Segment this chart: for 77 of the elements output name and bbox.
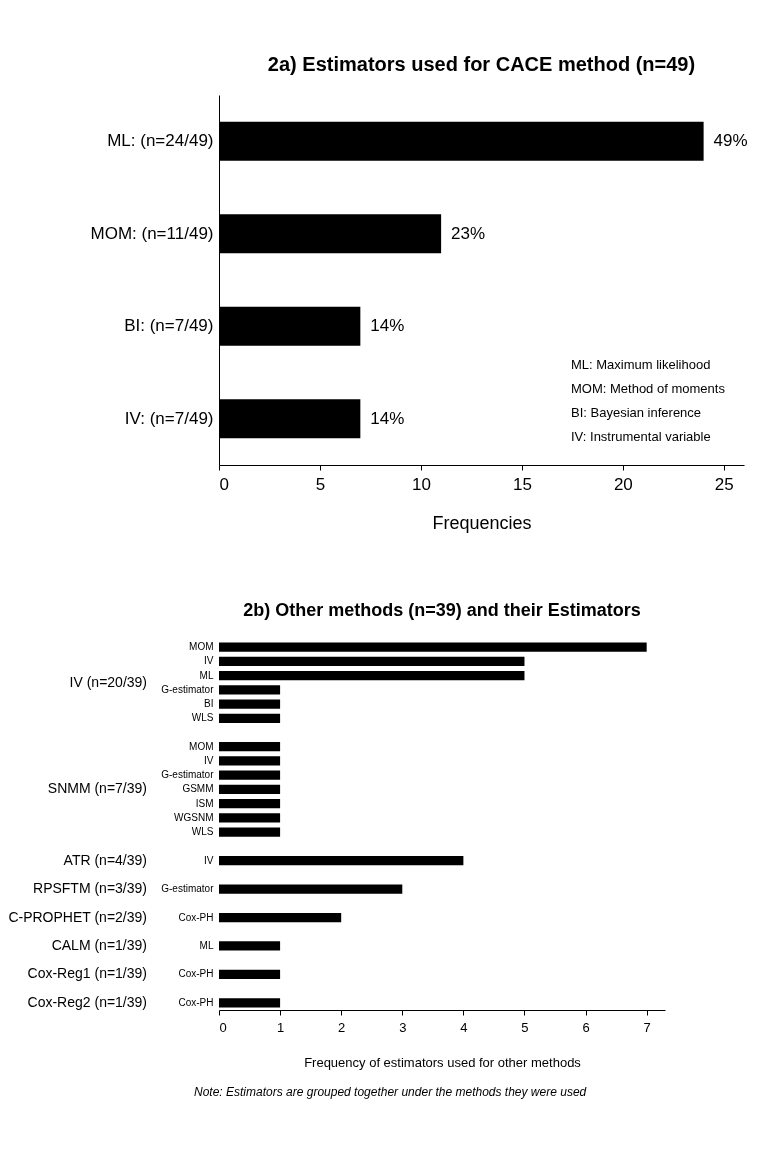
x-tick-label: 3 [399,1019,407,1035]
y-tick-label: WLS [191,826,214,838]
bar [219,756,281,766]
y-tick-label: IV [204,655,214,667]
bar [219,713,281,723]
text: CALM (n=1/39) [51,936,147,953]
x-axis-title: Frequency of estimators used for other methods [304,1054,582,1070]
x-tick-label: 5 [521,1019,529,1035]
text: SNMM (n=7/39) [47,780,147,797]
text: Cox-Reg2 (n=1/39) [27,993,147,1010]
annotation: 23% [451,223,486,243]
y-tick-label: ML: (n=24/49) [107,131,214,151]
x-tick-label: 20 [613,474,633,494]
y-tick-label: IV: (n=7/49) [124,408,214,428]
annotation: IV: Instrumental variable [571,429,711,444]
x-tick-label: 0 [219,1019,227,1035]
bar [219,813,281,823]
y-tick-label: WLS [191,712,214,724]
y-tick-label: ML [199,669,214,681]
y-tick-label: IV [204,854,214,866]
bar [219,969,281,980]
x-tick-label: 10 [411,474,431,494]
text: C-PROPHET (n=2/39) [8,908,147,925]
y-tick-label: MOM [189,641,214,653]
y-tick-label: ML [199,939,214,951]
y-tick-label: GSMM [182,783,214,795]
text: IV (n=20/39) [69,673,147,690]
bar [219,827,281,837]
chart-title: 2b) Other methods (n=39) and their Estimators [243,600,641,620]
chart-title: 2a) Estimators used for CACE method (n=49) [267,53,696,75]
bar [219,799,281,809]
x-tick-label: 4 [460,1019,468,1035]
annotation: 49% [713,131,748,151]
x-axis-title: Frequencies [432,512,532,533]
bar [219,670,525,681]
y-tick-label: G-estimator [161,683,215,695]
y-tick-label: Cox-PH [178,996,214,1008]
y-tick-label: WGSNM [174,811,214,823]
text: ATR (n=4/39) [63,851,147,868]
bar [219,642,647,652]
bar [219,912,342,923]
y-tick-label: Cox-PH [178,911,214,923]
text: Note: Estimators are grouped together under the methods they were used [194,1085,587,1099]
bar [219,742,281,752]
x-tick-label: 7 [643,1019,651,1035]
x-tick-label: 25 [714,474,734,494]
bar [219,770,281,780]
bar [219,998,281,1008]
bar [219,656,525,666]
bar [219,784,281,795]
y-tick-label: Cox-PH [178,968,214,980]
annotation: 14% [370,316,405,336]
bar [219,699,281,709]
y-tick-label: IV [204,754,214,766]
x-tick-label: 15 [512,474,532,494]
y-tick-label: MOM: (n=11/49) [90,223,214,243]
y-tick-label: ISM [195,797,214,809]
x-tick-label: 0 [219,474,229,494]
y-tick-label: G-estimator [161,769,215,781]
annotation: ML: Maximum likelihood [571,357,711,372]
bar [219,685,281,695]
y-tick-label: G-estimator [161,883,215,895]
x-tick-label: 2 [338,1019,346,1035]
bar [219,855,464,866]
y-tick-label: BI: (n=7/49) [124,316,214,336]
x-tick-label: 5 [315,474,326,494]
y-tick-label: BI [204,698,214,710]
annotation: BI: Bayesian inference [571,405,702,420]
text: Cox-Reg1 (n=1/39) [27,965,147,982]
bar [219,941,281,951]
x-tick-label: 1 [276,1019,285,1035]
annotation: 14% [370,408,405,428]
y-tick-label: MOM [189,740,214,752]
annotation: MOM: Method of moments [571,381,726,396]
bar [219,884,403,894]
x-tick-label: 6 [582,1019,590,1035]
text: RPSFTM (n=3/39) [33,880,147,897]
